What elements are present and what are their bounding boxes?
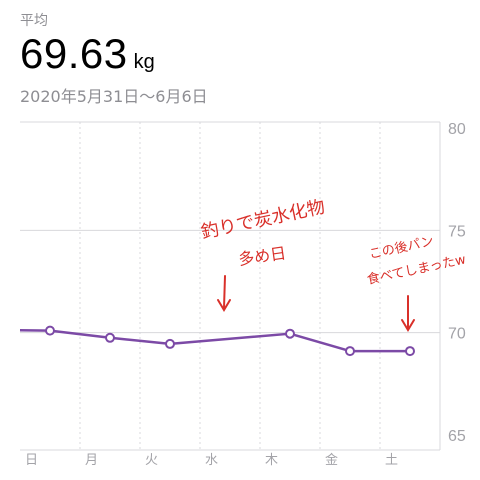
average-label: 平均 [20, 13, 48, 29]
average-value-row: 69.63 kg [20, 30, 155, 78]
y-tick-label-75: 75 [448, 223, 466, 240]
y-tick-label-80: 80 [448, 121, 466, 138]
handwritten-annotations: 釣りで炭水化物 多め日 この後パン 食べてしまったw [199, 196, 468, 332]
annotation-2-text: この後パン [368, 234, 435, 262]
annotation-1-subtext: 多め日 [237, 243, 287, 268]
data-point-5 [345, 346, 355, 357]
x-axis: 日月火水木金土 [25, 452, 398, 468]
data-point-4 [285, 328, 295, 339]
x-tick-label-2: 火 [145, 453, 158, 468]
x-tick-label-4: 木 [265, 453, 278, 468]
annotation-1-arrow [217, 275, 231, 312]
y-tick-label-65: 65 [448, 428, 466, 445]
data-point-0 [45, 325, 55, 336]
y-tick-label-70: 70 [448, 326, 466, 343]
average-unit: kg [133, 51, 155, 73]
date-range: 2020年5月31日〜6月6日 [20, 87, 208, 106]
series-line [49, 329, 410, 353]
chart-grid [20, 121, 441, 451]
x-tick-label-3: 水 [205, 453, 218, 468]
average-value: 69.63 [20, 30, 128, 77]
weight-series [19, 325, 415, 357]
x-tick-label-5: 金 [325, 452, 338, 468]
data-point-6 [405, 346, 415, 357]
data-point-2 [165, 338, 175, 349]
x-tick-label-6: 土 [385, 453, 398, 468]
x-tick-label-1: 月 [85, 453, 98, 468]
x-tick-label-0: 日 [25, 453, 38, 468]
data-point-1 [105, 332, 115, 343]
annotation-2-arrow [401, 295, 415, 332]
y-axis: 65 70 75 80 [448, 121, 466, 445]
annotation-1-text: 釣りで炭水化物 [199, 196, 327, 243]
